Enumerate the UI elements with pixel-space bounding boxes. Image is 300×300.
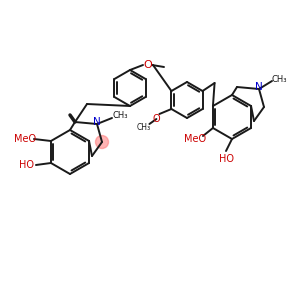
Text: O: O	[153, 114, 160, 124]
Text: CH₃: CH₃	[271, 74, 287, 83]
Text: MeO: MeO	[184, 134, 206, 144]
Text: MeO: MeO	[14, 134, 36, 144]
Text: N: N	[255, 82, 263, 92]
Text: HO: HO	[20, 160, 34, 170]
Text: N: N	[93, 117, 101, 127]
Text: HO: HO	[218, 154, 233, 164]
Text: CH₃: CH₃	[112, 112, 128, 121]
Text: methyl: methyl	[115, 116, 119, 118]
Text: CH₃: CH₃	[136, 122, 151, 131]
Circle shape	[95, 136, 109, 148]
Text: O: O	[144, 60, 152, 70]
